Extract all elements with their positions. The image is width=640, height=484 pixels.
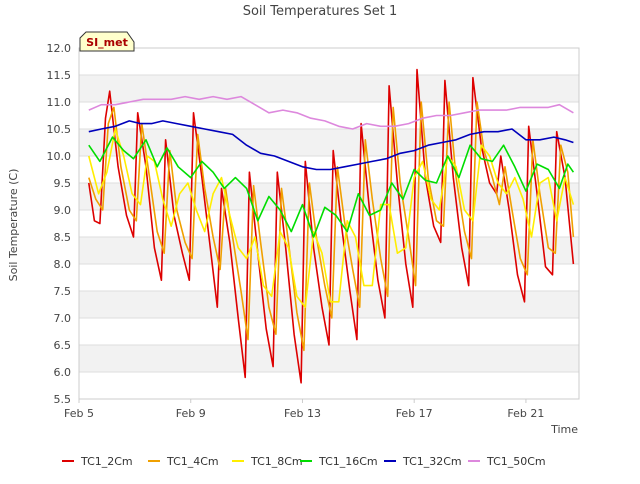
y-tick-label: 6.0 [54, 366, 72, 379]
y-tick-label: 10.5 [47, 123, 72, 136]
x-axis-label: Time [550, 423, 578, 436]
y-tick-label: 11.5 [47, 69, 72, 82]
x-tick-label: Feb 5 [64, 407, 94, 420]
site-badge: SI_met [79, 31, 135, 52]
series-line-tc1-16cm [88, 136, 575, 238]
y-axis-label: Soil Temperature (C) [7, 169, 20, 282]
y-tick-label: 8.5 [54, 231, 72, 244]
plot-band [79, 129, 579, 156]
y-axis-ticks: 5.5 6.0 6.5 7.0 7.5 8.0 8.5 9.0 9.5 10.0 10.5 11.0 1… [47, 42, 72, 406]
y-tick-label: 7.0 [54, 312, 72, 325]
x-tick-label: Feb 9 [176, 407, 206, 420]
site-badge-shape [79, 31, 135, 52]
y-tick-label: 12.0 [47, 42, 72, 55]
y-tick-label: 5.5 [54, 393, 72, 406]
series-line-tc1-2cm [88, 68, 575, 384]
plot-band [79, 345, 579, 372]
legend-label: TC1_32Cm [402, 455, 462, 468]
legend-label: TC1_8Cm [250, 455, 303, 468]
legend-label: TC1_50Cm [486, 455, 546, 468]
series-line-tc1-8cm [88, 128, 575, 309]
series-line-tc1-4cm [88, 101, 575, 352]
legend-label: TC1_16Cm [318, 455, 378, 468]
y-tick-label: 7.5 [54, 285, 72, 298]
y-tick-label: 6.5 [54, 339, 72, 352]
chart-title: Soil Temperatures Set 1 [243, 4, 398, 19]
x-tick-label: Feb 13 [284, 407, 321, 420]
plot-frame [78, 47, 580, 400]
y-tick-label: 8.0 [54, 258, 72, 271]
series-line-tc1-50cm [88, 95, 574, 130]
series-line-tc1-32cm [88, 120, 574, 171]
site-badge-label: SI_met [86, 36, 128, 49]
y-tick-label: 10.0 [47, 150, 72, 163]
x-axis-ticks: Feb 5 Feb 9 Feb 13 Feb 17 Feb 21 [64, 399, 544, 420]
y-tick-label: 9.5 [54, 177, 72, 190]
y-tick-label: 9.0 [54, 204, 72, 217]
legend-label: TC1_4Cm [166, 455, 219, 468]
y-tick-label: 11.0 [47, 96, 72, 109]
chart-legend: TC1_2Cm TC1_4Cm TC1_8Cm TC1_16Cm TC1_32Cm TC1… [62, 455, 546, 468]
legend-label: TC1_2Cm [80, 455, 133, 468]
plot-band [79, 75, 579, 102]
x-tick-label: Feb 17 [396, 407, 433, 420]
x-tick-label: Feb 21 [507, 407, 544, 420]
series-lines [88, 68, 575, 384]
